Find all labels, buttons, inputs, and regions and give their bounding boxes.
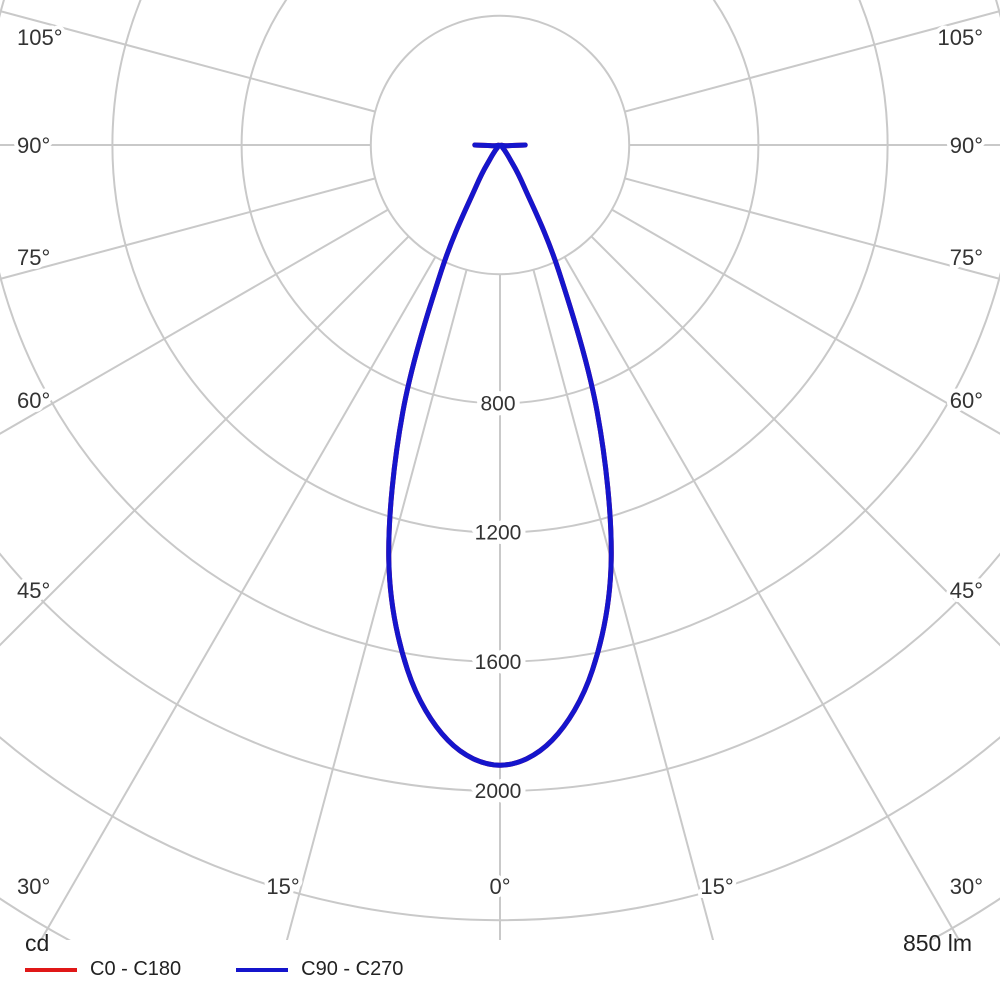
angle-label-left-45: 45° xyxy=(17,578,50,603)
ring-label-1200: 1200 xyxy=(475,522,522,545)
angle-label-left-75: 75° xyxy=(17,245,50,270)
angle-label-left-30: 30° xyxy=(17,874,50,899)
flux-label: 850 lm xyxy=(902,930,972,956)
angle-label-right-45: 45° xyxy=(950,578,983,603)
angle-label-bottom-15-2: 15° xyxy=(700,874,733,899)
angle-label-left-60: 60° xyxy=(17,388,50,413)
angle-labels: 105° 105° 90° 90° 75° 75° 60° 60° 45° 45° 30° 30° 15… xyxy=(13,21,987,903)
angle-label-right-60: 60° xyxy=(950,388,983,413)
angle-label-left-105: 105° xyxy=(17,25,63,50)
legend-swatch-c0-c180 xyxy=(25,967,77,972)
legend-label-c0-c180: C0 - C180 xyxy=(90,958,182,980)
ring-label-1600: 1600 xyxy=(475,651,522,674)
ring-label-800: 800 xyxy=(480,392,515,415)
legend-item-c90-c270: C90 - C270 xyxy=(236,958,403,981)
polar-grid xyxy=(0,0,1000,940)
intensity-ring-labels: 800 1200 1600 2000 xyxy=(470,387,527,808)
angle-label-bottom-15-0: 15° xyxy=(266,874,299,899)
legend-item-c0-c180: C0 - C180 xyxy=(25,958,181,981)
angle-label-left-90: 90° xyxy=(17,133,50,158)
angle-label-right-30: 30° xyxy=(950,874,983,899)
angle-label-right-105: 105° xyxy=(937,25,983,50)
curve-c90-c270 xyxy=(386,142,614,768)
legend-swatch-c90-c270 xyxy=(236,967,289,972)
ring-label-2000: 2000 xyxy=(475,780,522,803)
angle-label-bottom-0-1: 0° xyxy=(489,874,510,899)
unit-label: cd xyxy=(25,930,50,956)
polar-chart: 105° 105° 90° 90° 75° 75° 60° 60° 45° 45° 30° 30° 15… xyxy=(0,0,1000,940)
angle-label-right-75: 75° xyxy=(950,245,983,270)
angle-label-right-90: 90° xyxy=(950,133,983,158)
legend: C0 - C180 C90 - C270 xyxy=(25,958,403,981)
legend-label-c90-c270: C90 - C270 xyxy=(301,958,404,980)
